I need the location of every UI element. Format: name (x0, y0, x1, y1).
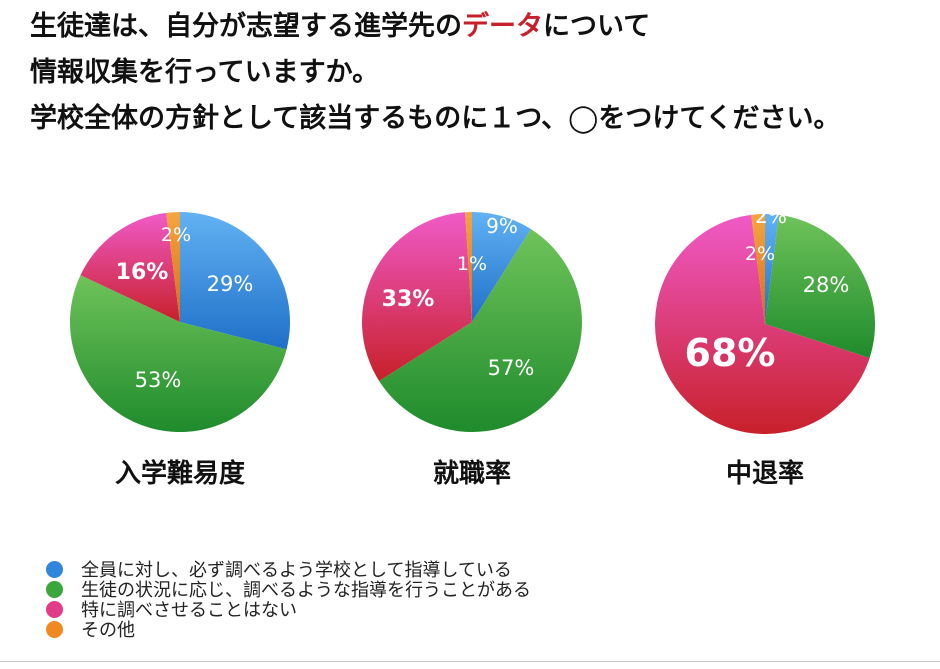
pie-value-label-pink: 68% (685, 331, 776, 375)
legend-swatch-green (46, 580, 63, 598)
pie-value-label-green: 57% (488, 356, 535, 380)
legend-item-orange: その他 (46, 619, 531, 641)
question-line-1: 生徒達は、自分が志望する進学先のデータについて (30, 4, 930, 50)
question-line-3: 学校全体の方針として該当するものに１つ、◯をつけてください。 (30, 103, 841, 134)
legend-item-blue: 全員に対し、必ず調べるよう学校として指導している (46, 559, 531, 581)
pie-slice-pink (655, 214, 870, 435)
pie-value-label-pink: 33% (382, 287, 435, 312)
pie-value-label-orange: 1% (457, 253, 487, 275)
pie-chart-2: 9% 57% 33% 1% 就職率 (361, 212, 582, 489)
pie-slice-blue (472, 212, 531, 322)
legend-swatch-blue (46, 560, 63, 578)
legend-swatch-orange (46, 620, 63, 638)
pie-title: 就職率 (433, 458, 511, 489)
bottom-divider (0, 661, 940, 662)
legend: 全員に対し、必ず調べるよう学校として指導している 生徒の状況に応じ、調べるような… (46, 559, 531, 641)
question-line-1-end: について (543, 11, 651, 42)
question-highlight: データ (462, 11, 543, 42)
pie-slice-pink (80, 212, 180, 322)
legend-label-green: 生徒の状況に応じ、調べるような指導を行うことがある (81, 580, 531, 601)
pie-chart-1: 29% 53% 16% 2% 入学難易度 (69, 212, 290, 489)
pie-title: 中退率 (726, 458, 804, 489)
pie-slice-blue (180, 212, 290, 350)
pie-slice-orange (751, 214, 765, 324)
pie-slice-orange (465, 212, 472, 322)
pie-chart-3: 2% 28% 68% 2% 中退率 (655, 204, 876, 489)
pie-title: 入学難易度 (115, 458, 245, 489)
pie-value-label-pink: 16% (116, 260, 169, 285)
pie-value-label-green: 53% (135, 368, 182, 392)
pie-slice-green (379, 229, 582, 432)
legend-label-pink: 特に調べさせることはない (81, 600, 297, 621)
question-line-2: 情報収集を行っていますか。 (30, 57, 380, 88)
pie-value-label-blue: 9% (486, 214, 518, 238)
legend-swatch-pink (46, 600, 63, 618)
pie-value-label-orange: 2% (161, 224, 191, 246)
pie-value-label-blue: 2% (755, 204, 787, 228)
legend-label-blue: 全員に対し、必ず調べるよう学校として指導している (81, 560, 512, 581)
question-text: 生徒達は、自分が志望する進学先のデータについて 情報収集を行っていますか。 学校… (30, 4, 930, 142)
pie-slice-green (765, 214, 876, 358)
pie-slice-pink (361, 212, 472, 381)
pie-value-label-green: 28% (803, 273, 850, 297)
legend-item-green: 生徒の状況に応じ、調べるような指導を行うことがある (46, 579, 531, 601)
pie-value-label-blue: 29% (207, 272, 254, 296)
pie-slice-blue (765, 214, 779, 324)
pie-value-label-orange: 2% (745, 243, 775, 265)
legend-item-pink: 特に調べさせることはない (46, 599, 531, 621)
pie-slice-green (69, 275, 287, 433)
legend-label-orange: その他 (81, 620, 135, 641)
pie-slice-orange (166, 212, 180, 322)
question-line-1-start: 生徒達は、自分が志望する進学先の (30, 11, 462, 42)
